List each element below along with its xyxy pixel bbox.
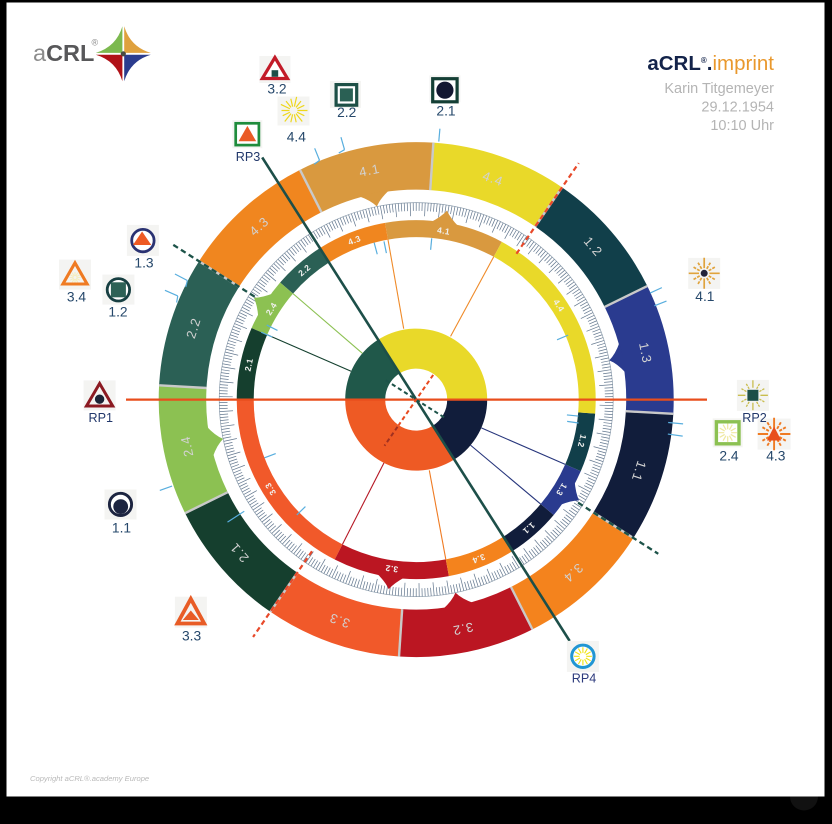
svg-text:29.12.1954: 29.12.1954 (701, 100, 774, 116)
svg-text:3.3: 3.3 (182, 628, 202, 643)
svg-text:3.3: 3.3 (327, 610, 352, 631)
svg-text:2.2: 2.2 (183, 316, 204, 341)
svg-text:Copyright aCRL®.academy Europe: Copyright aCRL®.academy Europe (30, 774, 149, 783)
svg-text:Karin Titgemeyer: Karin Titgemeyer (664, 81, 774, 97)
svg-text:3.2: 3.2 (451, 619, 475, 638)
svg-text:3.2: 3.2 (267, 82, 286, 97)
svg-text:2.2: 2.2 (337, 105, 356, 120)
svg-text:3.4: 3.4 (67, 290, 87, 305)
svg-text:2.1: 2.1 (243, 357, 255, 372)
svg-text:RP2: RP2 (742, 411, 767, 425)
svg-text:4.1: 4.1 (436, 225, 450, 237)
svg-text:4.1: 4.1 (358, 161, 382, 180)
svg-text:2.4: 2.4 (719, 448, 739, 463)
svg-text:1.2: 1.2 (108, 305, 127, 320)
svg-text:RP3: RP3 (236, 150, 261, 164)
svg-text:2.1: 2.1 (436, 104, 455, 119)
svg-text:RP1: RP1 (89, 411, 114, 425)
svg-text:10:10 Uhr: 10:10 Uhr (710, 118, 774, 134)
svg-text:RP4: RP4 (572, 672, 597, 686)
svg-text:4.3: 4.3 (346, 233, 362, 247)
svg-text:2.4: 2.4 (177, 434, 196, 458)
svg-text:4.1: 4.1 (695, 289, 714, 304)
svg-text:1.3: 1.3 (636, 341, 655, 365)
svg-text:4.4: 4.4 (481, 168, 506, 189)
svg-text:1.2: 1.2 (576, 433, 589, 448)
svg-text:4.3: 4.3 (766, 448, 786, 463)
svg-text:4.4: 4.4 (287, 130, 307, 145)
svg-text:3.2: 3.2 (384, 563, 398, 575)
svg-text:1.1: 1.1 (112, 521, 131, 536)
svg-text:1.3: 1.3 (134, 256, 154, 271)
svg-text:1.1: 1.1 (629, 459, 650, 484)
svg-text:aCRL: aCRL (33, 40, 94, 66)
svg-text:3.4: 3.4 (471, 552, 487, 566)
svg-text:aCRL®.imprint: aCRL®.imprint (647, 52, 774, 75)
svg-text:®: ® (92, 38, 99, 48)
